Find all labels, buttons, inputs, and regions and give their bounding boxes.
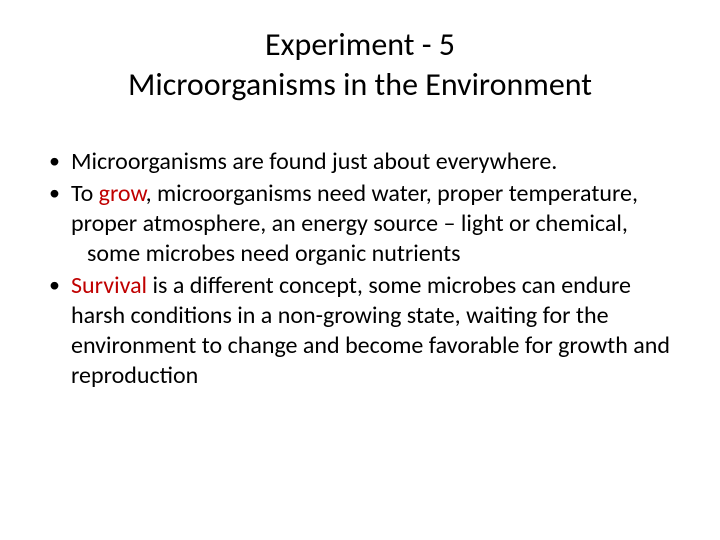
bullet-3-emphasis: Survival xyxy=(71,271,147,300)
bullet-1-text: Microorganisms are found just about ever… xyxy=(71,147,557,176)
bullet-2-indent: some microbes need organic nutrients xyxy=(71,239,675,269)
title-line-1: Experiment - 5 xyxy=(265,25,455,64)
bullet-3-post: is a different concept, some microbes ca… xyxy=(71,271,670,390)
bullet-2-post1: , microorganisms need water, proper temp… xyxy=(71,179,638,238)
bullet-list: Microorganisms are found just about ever… xyxy=(45,147,675,391)
slide-title: Experiment - 5 Microorganisms in the Env… xyxy=(45,25,675,105)
bullet-item-3: Survival is a different concept, some mi… xyxy=(49,271,675,391)
title-line-2: Microorganisms in the Environment xyxy=(128,65,592,104)
bullet-item-1: Microorganisms are found just about ever… xyxy=(49,147,675,177)
bullet-item-2: To grow, microorganisms need water, prop… xyxy=(49,179,675,269)
bullet-2-pre: To xyxy=(71,179,99,208)
bullet-2-emphasis: grow xyxy=(99,179,146,208)
